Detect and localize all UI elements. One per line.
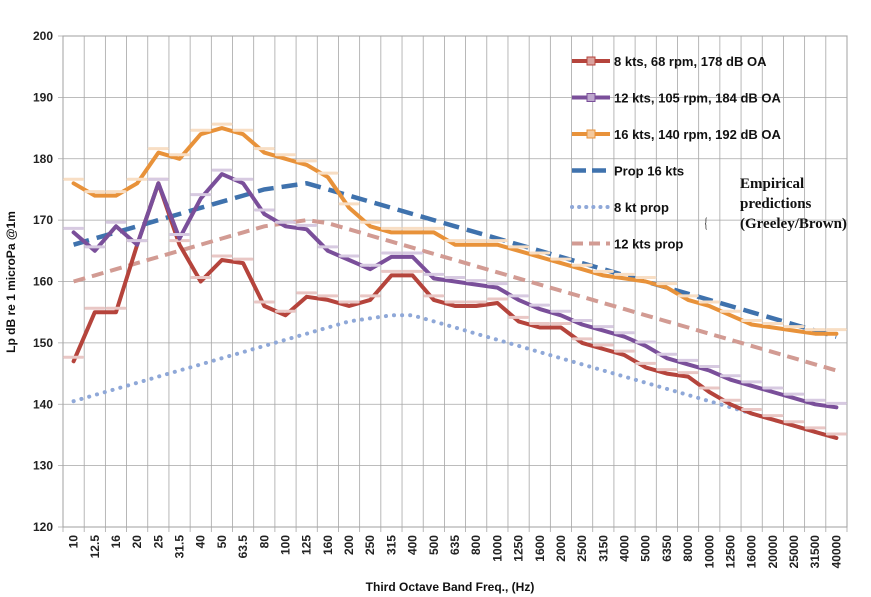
x-tick-label: 40	[194, 535, 208, 549]
legend-label: Prop 16 kts	[614, 164, 684, 179]
annotation-line: predictions	[740, 196, 812, 212]
x-tick-label: 635	[448, 535, 462, 555]
x-tick-label: 100	[278, 535, 292, 555]
y-tick-label: 180	[33, 152, 53, 166]
x-tick-label: 4000	[618, 535, 632, 562]
y-tick-label: 200	[33, 29, 53, 43]
x-tick-label: 16	[109, 535, 123, 549]
x-tick-label: 20000	[766, 535, 780, 569]
x-tick-label: 3150	[596, 535, 610, 562]
y-tick-label: 150	[33, 336, 53, 350]
legend-label: 12 kts prop	[614, 237, 683, 252]
y-tick-label: 190	[33, 90, 53, 104]
x-tick-label: 200	[342, 535, 356, 555]
legend-entry: 16 kts, 140 rpm, 192 dB OA	[572, 127, 782, 142]
legend-label: 8 kts, 68 rpm, 178 dB OA	[614, 54, 767, 69]
series-3	[72, 181, 838, 339]
y-tick-label: 170	[33, 213, 53, 227]
annotation-brace: {	[705, 216, 707, 232]
y-tick-label: 130	[33, 459, 53, 473]
x-tick-label: 31.5	[173, 535, 187, 559]
x-tick-label: 50	[215, 535, 229, 549]
series-2	[63, 122, 847, 336]
legend-entry: 8 kt prop	[570, 200, 669, 215]
grid	[58, 35, 848, 532]
y-axis: 120 130 140 150 160 170 180 190 200	[33, 29, 53, 534]
x-tick-label: 8000	[681, 535, 695, 562]
series-line	[71, 172, 839, 410]
annotation-line: Empirical	[740, 176, 804, 192]
legend: 8 kts, 68 rpm, 178 dB OA 12 kts, 105 rpm,…	[570, 54, 782, 252]
x-tick-label: 25000	[787, 535, 801, 569]
legend-marker	[586, 56, 596, 66]
x-axis-title: Third Octave Band Freq., (Hz)	[366, 580, 535, 594]
x-tick-label: 16000	[745, 535, 759, 569]
x-tick-label: 400	[406, 535, 420, 555]
legend-entry: Prop 16 kts	[572, 164, 684, 179]
x-tick-label: 500	[427, 535, 441, 555]
y-tick-label: 140	[33, 397, 53, 411]
x-tick-label: 2500	[575, 535, 589, 562]
x-tick-label: 125	[300, 535, 314, 555]
x-tick-label: 1250	[512, 535, 526, 562]
x-tick-label: 800	[469, 535, 483, 555]
series-line	[71, 181, 839, 440]
x-tick-label: 2000	[554, 535, 568, 562]
series-group	[63, 122, 847, 440]
legend-entry: 12 kts, 105 rpm, 184 dB OA	[572, 91, 782, 106]
series-0	[63, 177, 847, 440]
x-tick-label: 1600	[533, 535, 547, 562]
annotation: { Empirical predictions (Greeley/Brown)	[705, 176, 847, 232]
legend-label: 8 kt prop	[614, 200, 669, 215]
y-axis-title: Lp dB re 1 microPa @1m	[4, 211, 18, 353]
legend-marker	[586, 129, 596, 139]
x-tick-label: 25	[151, 535, 165, 549]
x-tick-label: 160	[321, 535, 335, 555]
x-tick-label: 315	[384, 535, 398, 555]
x-axis: 10 12.5 16 20 25 31.5 40 50 63.5 80 100 125 160 200 25…	[67, 535, 844, 569]
x-tick-label: 6350	[660, 535, 674, 562]
legend-entry: 12 kts prop	[572, 237, 683, 252]
legend-marker	[586, 93, 596, 102]
x-tick-label: 12500	[723, 535, 737, 569]
series-1	[63, 168, 847, 410]
y-tick-label: 120	[33, 520, 53, 534]
x-tick-label: 31500	[808, 535, 822, 569]
annotation-line: (Greeley/Brown)	[740, 216, 847, 232]
series-line	[71, 126, 839, 336]
legend-entry: 8 kts, 68 rpm, 178 dB OA	[572, 54, 767, 69]
x-tick-label: 5000	[639, 535, 653, 562]
x-tick-label: 1000	[490, 535, 504, 562]
x-tick-label: 10	[67, 535, 81, 549]
x-tick-label: 12.5	[88, 535, 102, 559]
x-tick-label: 10000	[702, 535, 716, 569]
x-tick-label: 20	[130, 535, 144, 549]
series-line	[72, 181, 838, 339]
x-tick-label: 80	[257, 535, 271, 549]
x-tick-label: 250	[363, 535, 377, 555]
legend-label: 16 kts, 140 rpm, 192 dB OA	[614, 127, 782, 142]
x-tick-label: 63.5	[236, 535, 250, 559]
legend-label: 12 kts, 105 rpm, 184 dB OA	[614, 91, 782, 106]
y-tick-label: 160	[33, 275, 53, 289]
x-tick-label: 40000	[829, 535, 843, 569]
